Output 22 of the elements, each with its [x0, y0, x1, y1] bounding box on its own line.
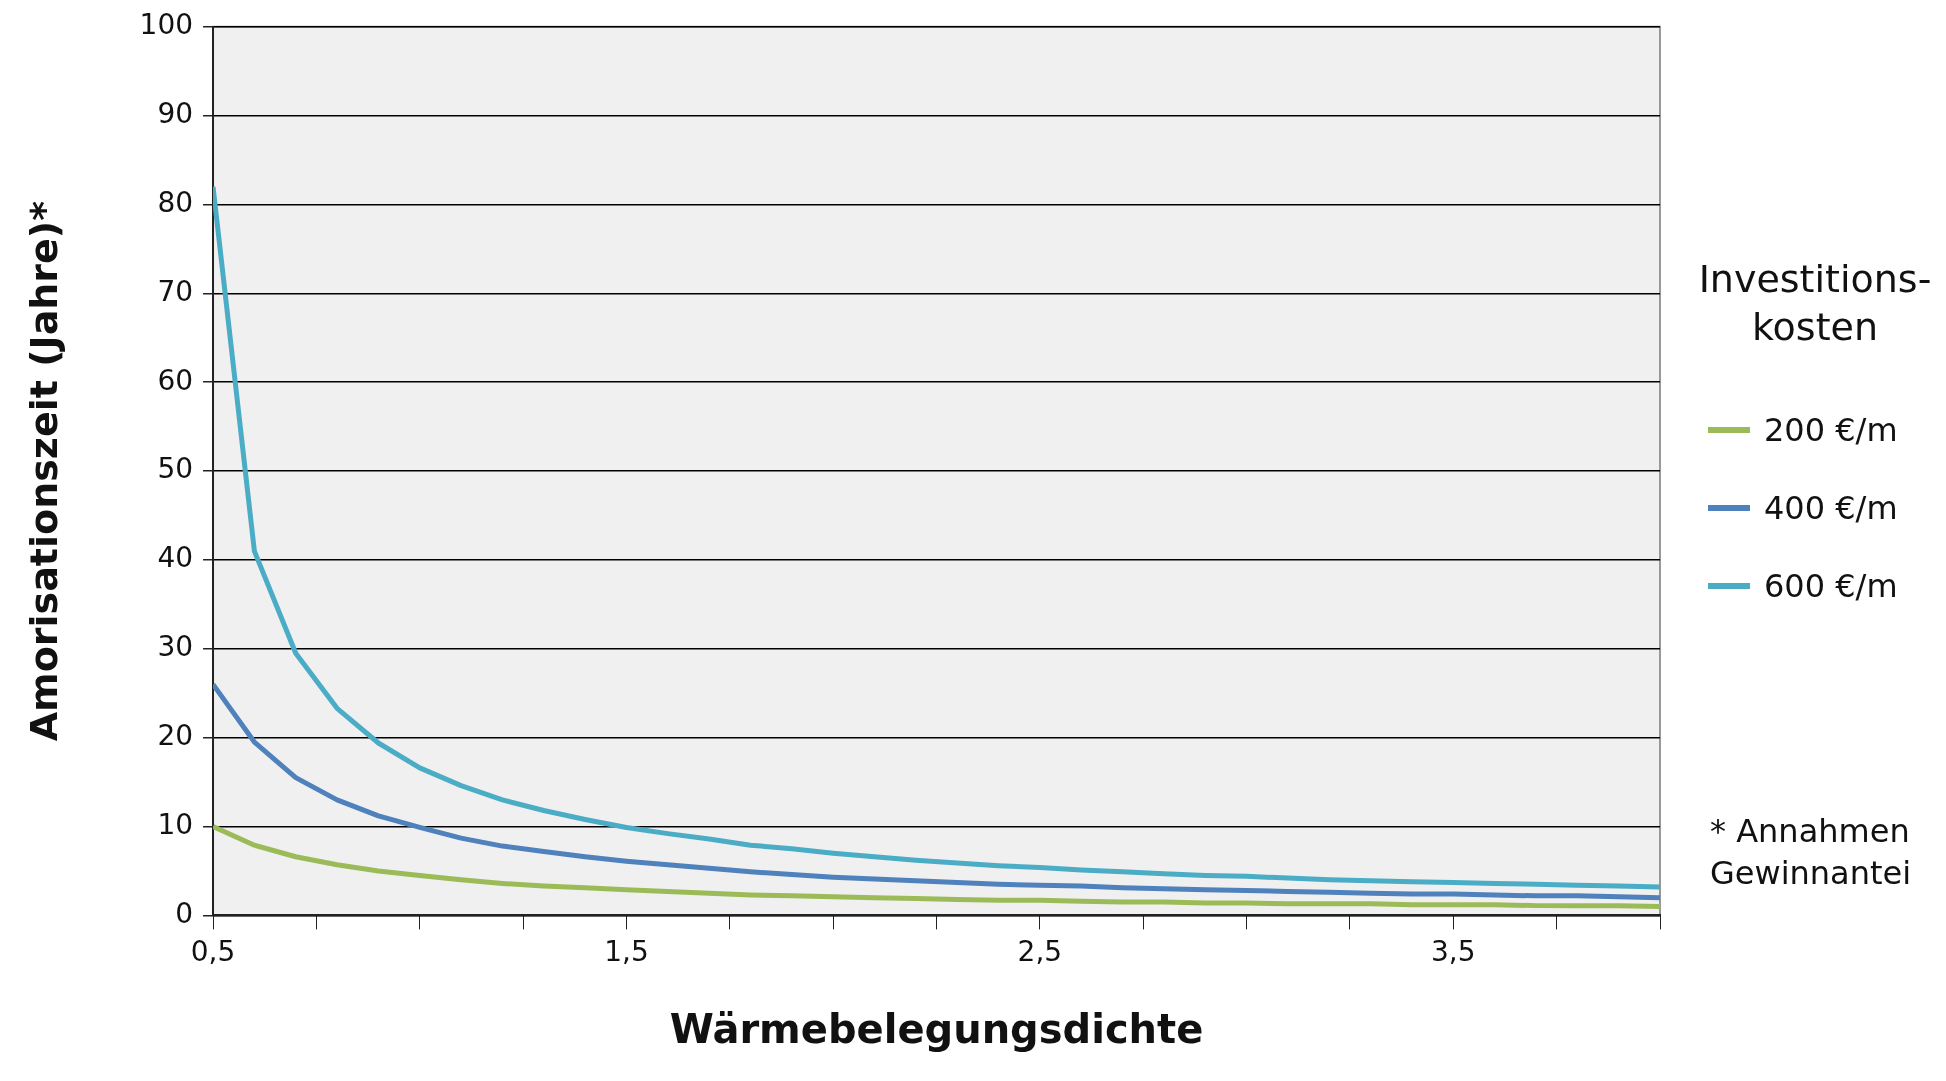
legend-title: Investitions- kosten [1697, 256, 1933, 351]
y-tick-label: 20 [157, 718, 194, 752]
y-tick-label: 100 [139, 8, 194, 42]
legend-label: 600 €/m [1764, 567, 1898, 605]
y-tick-label: 40 [157, 541, 194, 575]
y-tick-label: 10 [157, 807, 194, 841]
x-axis-title: Wärmebelegungsdichte [669, 1006, 1204, 1053]
y-tick-label: 80 [157, 185, 194, 219]
x-tick-label: 1,5 [604, 935, 649, 969]
y-tick-label: 60 [157, 363, 194, 397]
legend-label: 200 €/m [1764, 411, 1898, 449]
y-tick-label: 50 [157, 452, 194, 486]
text: * Annahmen Gewinnantei [1710, 811, 1913, 894]
y-tick-label: 30 [157, 630, 194, 664]
y-tick-label: 0 [175, 896, 194, 930]
legend-label: 400 €/m [1764, 489, 1898, 527]
y-tick-label: 90 [157, 96, 194, 130]
x-tick-label: 0,5 [190, 935, 236, 969]
x-tick-label: 2,5 [1017, 935, 1063, 969]
x-tick-label: 3,5 [1431, 935, 1476, 969]
y-tick-label: 70 [157, 274, 194, 308]
y-axis-title: Amorisationszeit (Jahre)* [21, 200, 66, 742]
